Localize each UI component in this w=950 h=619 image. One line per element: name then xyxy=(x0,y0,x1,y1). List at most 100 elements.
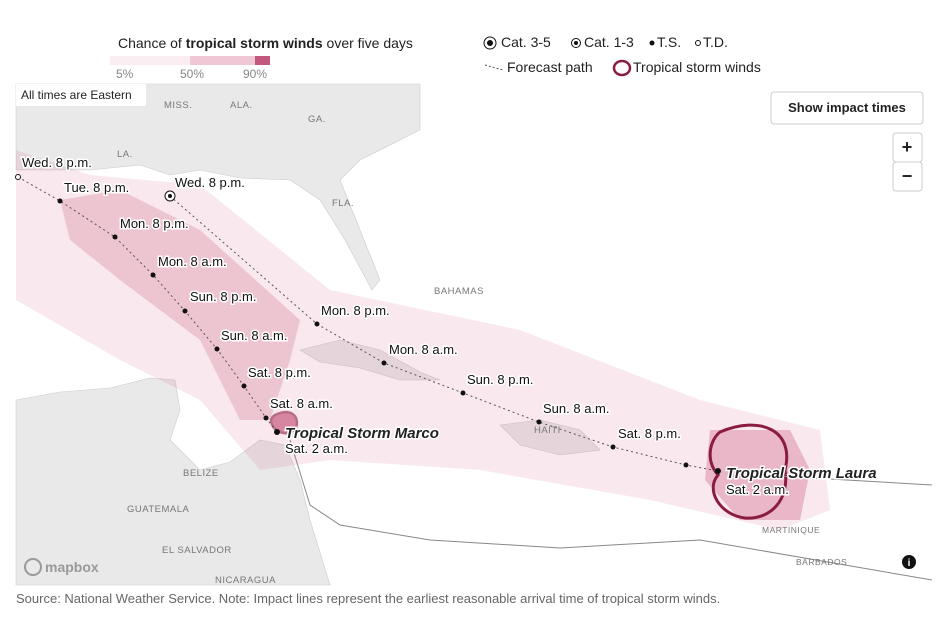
point-ts xyxy=(381,360,387,366)
place-label: GA. xyxy=(308,114,326,125)
point-ts xyxy=(214,346,220,352)
track-points xyxy=(15,174,721,474)
zoom-label: − xyxy=(902,166,913,186)
place-label: MISS. xyxy=(164,100,192,111)
time-label: Sat. 8 a.m. xyxy=(270,396,333,411)
scale-swatch xyxy=(190,56,255,65)
time-label: Sat. 8 p.m. xyxy=(248,365,311,380)
past-track xyxy=(759,474,933,486)
scale-swatch xyxy=(255,56,270,65)
cuba xyxy=(299,339,441,381)
button-label: Show impact times xyxy=(788,100,906,115)
legend-title-post: over five days xyxy=(327,35,413,51)
info-icon xyxy=(902,555,916,569)
place-label: FLA. xyxy=(332,198,354,209)
central-america xyxy=(15,377,331,586)
place-label: EL SALVADOR xyxy=(162,545,232,556)
zoom-in[interactable]: + xyxy=(892,132,923,163)
point-ts xyxy=(241,383,247,389)
tropical-storm-winds-laura xyxy=(708,423,789,520)
note-box xyxy=(16,84,146,106)
storm-time: Sat. 2 a.m. xyxy=(726,482,789,497)
time-label: Mon. 8 a.m. xyxy=(389,342,458,357)
place-label: GUATEMALA xyxy=(127,504,190,515)
symbol-label: Cat. 3-5 xyxy=(501,34,551,50)
symbol-cat3 xyxy=(483,36,497,50)
past-track xyxy=(289,439,933,581)
logo: mapbox xyxy=(45,559,99,575)
symbol-ts xyxy=(649,40,655,46)
place-label: LA. xyxy=(117,149,133,160)
scale-label: 90% xyxy=(243,67,267,81)
point-ts xyxy=(715,468,721,474)
us-land xyxy=(15,83,421,291)
source: Source: National Weather Service. Note: … xyxy=(16,591,720,606)
point-ts xyxy=(460,390,466,396)
storm-name: Tropical Storm Marco xyxy=(285,425,439,442)
time-label: Sun. 8 p.m. xyxy=(190,289,256,304)
place-label: BARBADOS xyxy=(796,557,847,567)
symbol-winds xyxy=(612,59,632,77)
time-label: Sun. 8 a.m. xyxy=(221,328,287,343)
place-label: MARTINIQUE xyxy=(762,525,820,535)
point-ts xyxy=(112,234,118,240)
point-ts xyxy=(536,419,542,425)
time-label: Sun. 8 p.m. xyxy=(467,372,533,387)
scale-swatch xyxy=(110,56,190,65)
point-ts xyxy=(610,444,616,450)
symbol-label: T.S. xyxy=(657,34,681,50)
time-label: Wed. 8 p.m. xyxy=(22,155,92,170)
zoom-label: + xyxy=(902,137,913,157)
point-cat1 xyxy=(168,194,172,198)
symbol-cat3 xyxy=(487,40,493,46)
symbol-path xyxy=(484,64,504,71)
place-label: HAITI xyxy=(534,425,561,436)
zoom-out[interactable]: − xyxy=(892,161,923,192)
time-label: Mon. 8 p.m. xyxy=(321,303,390,318)
point-ts xyxy=(314,321,320,327)
point-ts xyxy=(683,462,689,468)
symbol-label: Cat. 1-3 xyxy=(584,34,634,50)
path-label: Forecast path xyxy=(507,59,593,75)
place-label: ALA. xyxy=(230,100,253,111)
show-impact-times[interactable]: Show impact times xyxy=(770,91,924,125)
symbol-label: T.D. xyxy=(703,34,728,50)
note: All times are Eastern xyxy=(21,88,132,102)
time-label: Mon. 8 a.m. xyxy=(158,254,227,269)
symbol-cat1 xyxy=(574,41,578,45)
time-label: Mon. 8 p.m. xyxy=(120,216,189,231)
time-label: Sat. 8 p.m. xyxy=(618,426,681,441)
place-label: BELIZE xyxy=(183,468,219,479)
button-bg xyxy=(770,91,924,125)
time-label: Wed. 8 p.m. xyxy=(175,175,245,190)
wind-probability-mid xyxy=(60,190,300,420)
info-label: i xyxy=(908,558,911,569)
place-label: BAHAMAS xyxy=(434,286,484,297)
time-label: Sun. 8 a.m. xyxy=(543,401,609,416)
point-ts xyxy=(263,415,269,421)
legend-title-pre: Chance of xyxy=(118,35,182,51)
zoom-bg xyxy=(892,161,923,192)
point-ts xyxy=(57,198,63,204)
tropical-storm-winds-marco xyxy=(269,411,299,435)
symbol-cat1 xyxy=(571,38,581,48)
time-label: Tue. 8 p.m. xyxy=(64,180,129,195)
point-ts xyxy=(274,429,280,435)
place-label: NICARAGUA xyxy=(215,575,276,586)
point-ts xyxy=(182,308,188,314)
point-ts xyxy=(150,272,156,278)
wind-probability-low xyxy=(16,150,830,530)
scale-label: 50% xyxy=(180,67,204,81)
logo-icon xyxy=(24,558,42,576)
legend-title-bold: tropical storm winds xyxy=(186,35,323,51)
symbol-td xyxy=(695,40,701,46)
wind-probability-high xyxy=(705,430,810,520)
winds-label: Tropical storm winds xyxy=(633,59,761,75)
storm-name: Tropical Storm Laura xyxy=(726,465,877,482)
legend-title: Chance of tropical storm winds over five… xyxy=(118,35,413,51)
info-button[interactable]: i xyxy=(902,555,916,569)
storm-time: Sat. 2 a.m. xyxy=(285,441,348,456)
scale-label: 5% xyxy=(116,67,134,81)
point-td xyxy=(15,174,21,180)
